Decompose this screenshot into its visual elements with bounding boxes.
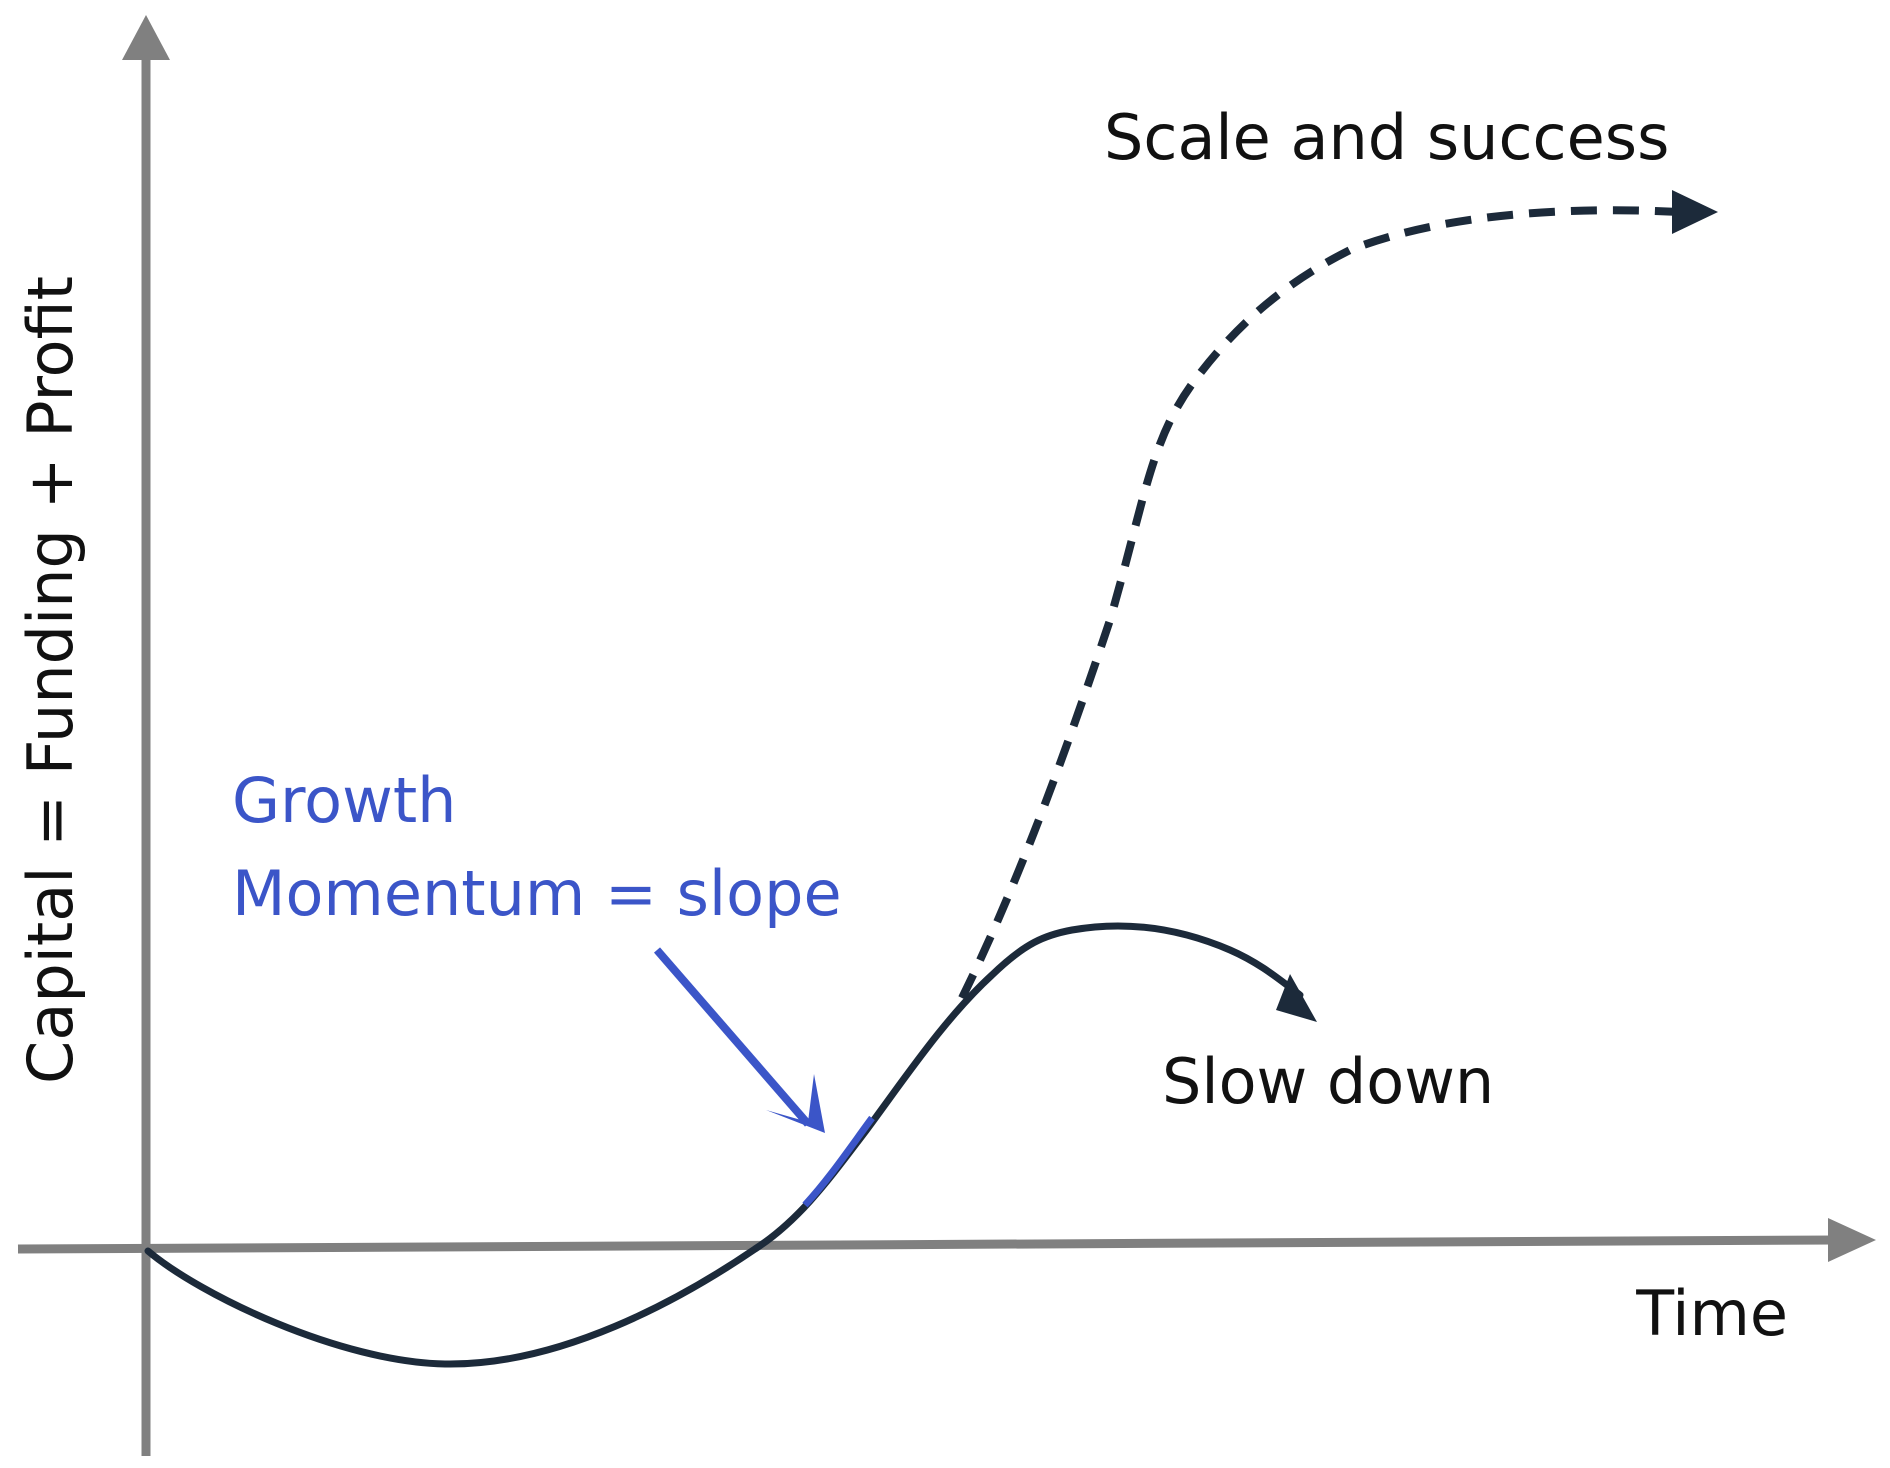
x-axis-label: Time [1635,1277,1788,1350]
y-axis-arrow-icon [122,15,170,60]
momentum-pointer-arrowhead-icon [766,1074,825,1133]
slow-down-arrowhead-icon [1276,974,1317,1022]
scale-success-curve [958,206,1681,1000]
slow-down-label: Slow down [1162,1045,1494,1118]
slope-highlight [802,1115,875,1208]
y-axis-label: Capital = Funding + Profit [14,276,87,1084]
growth-label: Growth [232,764,456,837]
scale-success-label: Scale and success [1104,101,1669,174]
x-axis-line [17,1235,1839,1254]
scale-success-arrowhead-icon [1672,190,1718,234]
capital-curve [144,922,1304,1368]
momentum-slope-label: Momentum = slope [232,857,842,930]
x-axis-arrow-icon [1828,1218,1876,1262]
momentum-pointer-line [653,947,812,1127]
